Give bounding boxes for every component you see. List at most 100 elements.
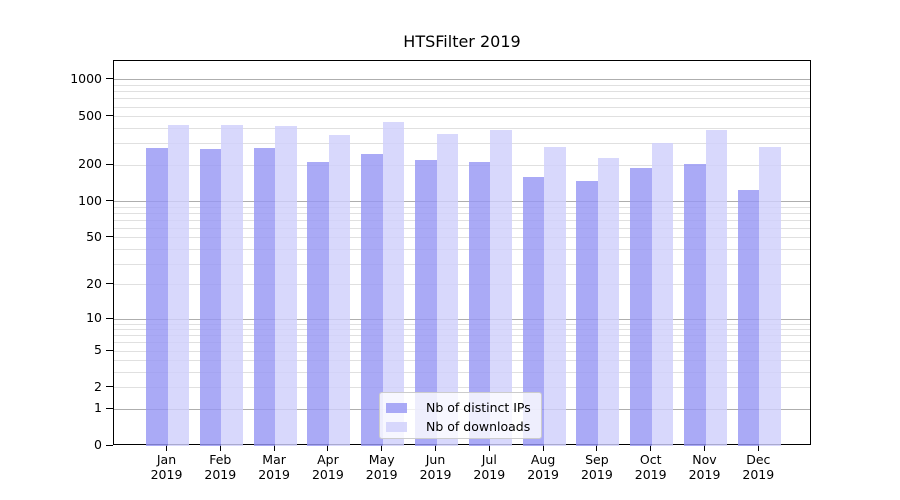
x-tick-label: May 2019	[350, 452, 414, 482]
bar-downloads	[221, 124, 243, 446]
x-tickmark	[757, 445, 759, 451]
y-tick-label: 20	[86, 275, 102, 291]
x-tickmark	[381, 445, 383, 451]
x-tick-label-month: Aug	[530, 452, 556, 467]
x-tickmark	[542, 445, 544, 451]
x-tick-label-month: Jul	[481, 452, 497, 467]
minor-gridline	[114, 212, 810, 214]
x-tick-label-month: Nov	[692, 452, 717, 467]
bar-downloads	[544, 146, 566, 446]
minor-gridline	[114, 91, 810, 93]
bar-downloads	[167, 125, 189, 446]
minor-gridline	[114, 263, 810, 265]
bar-downloads	[705, 129, 727, 446]
minor-gridline	[114, 335, 810, 337]
y-tickmark	[106, 349, 113, 351]
legend-entry-distinct-ips: Nb of distinct IPs	[386, 398, 535, 417]
y-tickmark	[106, 386, 113, 388]
bar-downloads	[436, 133, 458, 446]
y-tick-label: 10	[86, 310, 102, 325]
x-tick-label-month: Dec	[746, 452, 771, 467]
bar-distinct-ips	[576, 181, 598, 446]
x-tick-label: Sep 2019	[565, 452, 629, 482]
legend-label-distinct-ips: Nb of distinct IPs	[426, 400, 531, 415]
major-gridline	[114, 201, 810, 202]
minor-gridline	[114, 237, 810, 239]
minor-gridline	[114, 350, 810, 352]
y-tickmark	[106, 283, 113, 285]
chart-title: HTSFilter 2019	[403, 32, 521, 51]
plot-area	[113, 60, 811, 446]
minor-gridline	[114, 387, 810, 389]
minor-gridline	[114, 98, 810, 100]
x-tick-label: Jun 2019	[404, 452, 468, 482]
bar-downloads	[328, 135, 351, 446]
x-tickmark	[435, 445, 436, 451]
bar-downloads	[651, 142, 674, 446]
y-tick-label: 100	[78, 192, 102, 208]
x-tick-label-year: 2019	[634, 467, 667, 482]
x-tick-label-month: Jan	[156, 452, 177, 467]
minor-gridline	[114, 372, 810, 373]
y-tickmark	[106, 317, 113, 319]
minor-gridline	[114, 323, 810, 325]
bar-distinct-ips	[415, 160, 437, 446]
x-tickmark	[704, 445, 705, 451]
minor-gridline	[114, 206, 810, 208]
x-tick-label: Nov 2019	[673, 452, 737, 482]
minor-gridline	[114, 360, 810, 362]
y-tick-label: 0	[94, 437, 102, 452]
x-tick-label-month: Mar	[262, 452, 286, 467]
bar-distinct-ips	[307, 162, 329, 446]
x-tickmark	[219, 445, 221, 451]
minor-gridline	[114, 143, 810, 145]
x-tickmark	[650, 445, 652, 451]
minor-gridline	[114, 116, 810, 118]
minor-gridline	[114, 106, 810, 108]
y-tickmark	[106, 115, 113, 117]
x-tick-label-month: Apr	[317, 452, 339, 467]
x-tickmark	[327, 445, 329, 451]
minor-gridline	[114, 329, 810, 331]
x-tick-label: Jul 2019	[457, 452, 521, 482]
y-tick-label: 2	[94, 378, 102, 394]
y-tickmark	[106, 236, 113, 238]
x-tick-label: Feb 2019	[188, 452, 252, 482]
major-gridline	[114, 79, 810, 81]
x-tickmark	[273, 445, 275, 451]
y-tick-label: 5	[94, 342, 102, 358]
minor-gridline	[114, 219, 810, 221]
y-tickmark	[106, 200, 113, 201]
bar-distinct-ips	[146, 147, 168, 446]
major-gridline	[114, 318, 810, 320]
y-tickmark	[106, 78, 113, 80]
x-tick-label-year: 2019	[688, 467, 721, 482]
x-tick-label-month: Oct	[639, 452, 662, 467]
x-tick-label-month: Sep	[585, 452, 609, 467]
x-tick-label-year: 2019	[527, 467, 559, 482]
bar-downloads	[382, 121, 405, 446]
bar-downloads	[490, 130, 512, 446]
x-tick-label: Dec 2019	[726, 452, 790, 482]
y-tickmark	[106, 163, 113, 165]
x-tick-label-year: 2019	[742, 467, 775, 482]
minor-gridline	[114, 164, 810, 166]
y-tickmark	[106, 407, 113, 409]
bar-distinct-ips	[630, 167, 652, 446]
bar-distinct-ips	[253, 147, 276, 446]
x-tickmark	[488, 445, 490, 451]
x-tick-label: Oct 2019	[619, 452, 683, 482]
bar-distinct-ips	[468, 162, 491, 446]
x-tick-label-year: 2019	[419, 467, 452, 482]
y-tick-label: 200	[78, 156, 102, 171]
legend-swatch-downloads	[386, 421, 407, 432]
minor-gridline	[114, 227, 810, 229]
y-tick-label: 500	[78, 107, 102, 123]
bar-distinct-ips	[522, 176, 545, 446]
minor-gridline	[114, 248, 810, 250]
x-tick-label-year: 2019	[473, 467, 506, 482]
minor-gridline	[114, 127, 810, 129]
bar-distinct-ips	[361, 153, 383, 446]
y-tick-label: 50	[86, 228, 102, 244]
